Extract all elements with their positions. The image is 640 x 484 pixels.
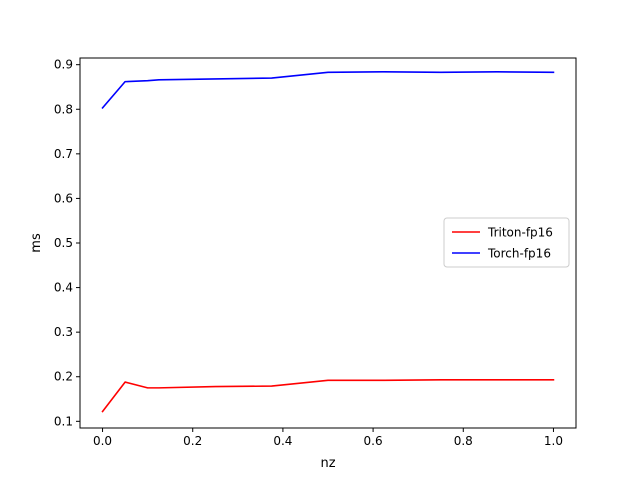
x-tick-label: 0.6 [364, 434, 383, 448]
legend-label: Triton-fp16 [487, 226, 553, 240]
y-tick-label: 0.1 [54, 414, 73, 428]
x-tick-label: 0.0 [93, 434, 112, 448]
y-tick-label: 0.2 [54, 370, 73, 384]
y-tick-label: 0.6 [54, 191, 73, 205]
y-axis-label: ms [29, 233, 44, 253]
tick-layer: 0.0 0.2 0.4 0.6 0.8 1.0 0.1 0.2 0.3 0.4 0.5 0.6 0.7 0… [54, 58, 563, 448]
y-tick-label: 0.8 [54, 102, 73, 116]
series-line-triton-fp16 [101, 379, 555, 413]
legend-box [443, 217, 570, 268]
y-tick-label: 0.3 [54, 325, 73, 339]
y-tick-label: 0.9 [54, 58, 73, 72]
x-axis-label: nz [320, 456, 335, 471]
legend: Triton-fp16 Torch-fp16 [443, 217, 570, 268]
y-tick-label: 0.4 [54, 281, 73, 295]
x-tick-label: 0.8 [454, 434, 473, 448]
legend-label: Torch-fp16 [487, 247, 551, 261]
plot-layer [101, 71, 555, 413]
y-tick-label: 0.5 [54, 236, 73, 250]
x-tick-label: 0.2 [183, 434, 202, 448]
x-tick-label: 1.0 [544, 434, 563, 448]
y-tick-label: 0.7 [54, 147, 73, 161]
series-line-torch-fp16 [101, 71, 555, 110]
x-tick-label: 0.4 [273, 434, 292, 448]
